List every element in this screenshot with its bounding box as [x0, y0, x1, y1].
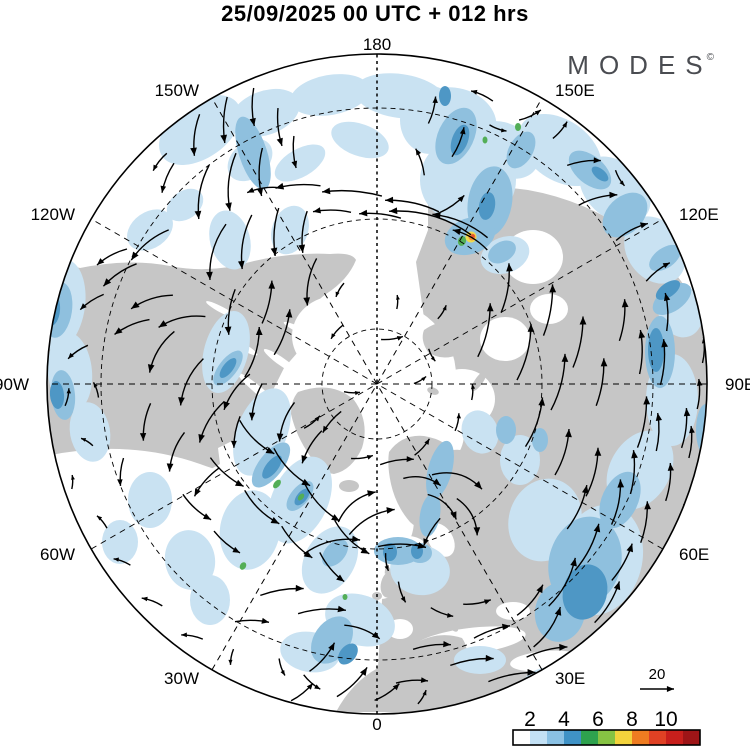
colorbar-tick-8: 8: [626, 708, 638, 731]
colorbar-tick-6: 6: [592, 708, 604, 731]
modes-logo-text: MODES: [567, 50, 713, 80]
lon-label-120W: 120W: [31, 205, 75, 224]
modes-logo: MODES©: [567, 50, 714, 81]
map-rim: [46, 53, 708, 715]
lon-label-30E: 30E: [555, 669, 585, 688]
wind-arrows: [64, 87, 707, 705]
colorbar-tick-10: 10: [654, 708, 677, 731]
copyright-mark: ©: [706, 52, 714, 63]
longitude-labels: 180 150E 120E 90E 60E 30E 0 30W 60W 90W 120W 150W: [0, 35, 750, 734]
lon-label-180: 180: [363, 35, 391, 54]
lon-label-0: 0: [372, 715, 381, 734]
map-inner: [47, 54, 707, 714]
reference-vector: 20: [640, 666, 674, 692]
colorbar-frame: [512, 729, 701, 746]
colorbar: 2 4 6 8 10: [512, 708, 701, 746]
colorbar-tick-2: 2: [524, 708, 536, 731]
lon-label-60E: 60E: [679, 545, 709, 564]
colorbar-tick-4: 4: [558, 708, 570, 731]
lon-label-90W: 90W: [0, 375, 29, 394]
lon-label-150E: 150E: [555, 81, 595, 100]
chart-title: 25/09/2025 00 UTC + 012 hrs: [221, 1, 529, 26]
graticule: [47, 54, 707, 714]
lon-label-150W: 150W: [155, 81, 199, 100]
lon-label-60W: 60W: [40, 545, 75, 564]
reference-vector-label: 20: [649, 666, 666, 683]
lon-label-30W: 30W: [164, 669, 199, 688]
lon-label-120E: 120E: [679, 205, 719, 224]
lon-label-90E: 90E: [725, 375, 750, 394]
